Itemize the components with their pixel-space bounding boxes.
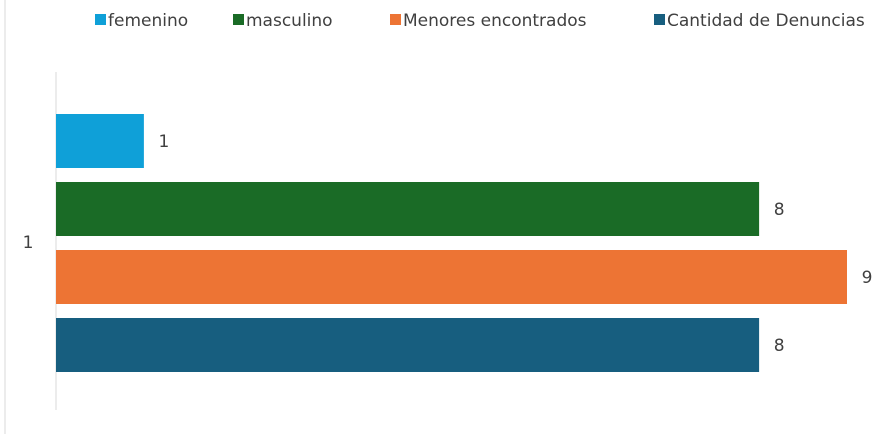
legend-label: Cantidad de Denuncias: [667, 11, 865, 31]
data-label: 8: [774, 200, 785, 220]
legend-swatch: [95, 14, 106, 25]
bar: [56, 318, 760, 372]
data-label: 8: [774, 336, 785, 356]
legend-label: masculino: [246, 11, 333, 31]
legend-swatch: [390, 14, 401, 25]
legend-swatch: [233, 14, 244, 25]
bar: [56, 250, 847, 304]
data-label: 9: [862, 268, 873, 288]
y-tick-label: 1: [23, 233, 34, 253]
bar: [56, 114, 144, 168]
bar: [56, 182, 760, 236]
legend-label: Menores encontrados: [403, 11, 587, 31]
data-label: 1: [158, 132, 169, 152]
legend-swatch: [654, 14, 665, 25]
legend-label: femenino: [108, 11, 188, 31]
